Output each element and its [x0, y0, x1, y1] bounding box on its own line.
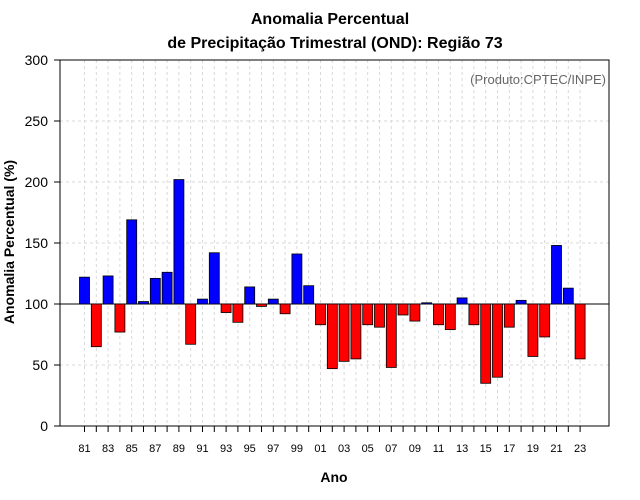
bar-10	[421, 302, 433, 305]
x-tick-label: 81	[78, 443, 90, 455]
x-tick-label: 05	[362, 443, 374, 455]
x-tick-label: 97	[267, 443, 279, 455]
x-axis-title: Ano	[320, 469, 347, 485]
bar-07	[385, 303, 397, 368]
bar-19	[527, 303, 539, 357]
bar-90	[185, 303, 197, 345]
x-tick-label: 95	[244, 443, 256, 455]
bar-91	[197, 298, 208, 305]
bar-99	[291, 253, 303, 305]
bar-05	[362, 303, 374, 326]
bar-09	[409, 303, 421, 322]
x-tick-label: 23	[574, 443, 586, 455]
bar-92	[208, 252, 220, 305]
x-tick-label: 09	[409, 443, 421, 455]
x-tick-label: 03	[338, 443, 350, 455]
grid	[60, 59, 609, 427]
x-tick-label: 07	[385, 443, 397, 455]
y-tick-label: 200	[25, 174, 49, 190]
x-axis: 81 83 85 87 89 91 93 95 97 99 01 03 05 07 09 11 13 15 17 19…	[78, 426, 586, 455]
x-tick-label: 85	[126, 443, 138, 455]
y-tick-label: 100	[25, 296, 49, 312]
bar-82	[90, 303, 102, 348]
x-tick-label: 15	[480, 443, 492, 455]
bar-06	[374, 303, 385, 328]
bar-86	[138, 301, 149, 305]
x-tick-label: 17	[503, 443, 515, 455]
bar-16	[492, 303, 503, 378]
y-tick-label: 50	[32, 357, 48, 373]
x-tick-label: 11	[433, 443, 444, 455]
bar-17	[503, 303, 515, 328]
x-tick-label: 21	[550, 443, 562, 455]
x-tick-label: 19	[527, 443, 539, 455]
bar-12	[444, 303, 456, 331]
bar-21	[551, 245, 562, 305]
bar-03	[338, 303, 350, 362]
bar-04	[350, 303, 362, 360]
x-tick-label: 99	[291, 443, 303, 455]
x-tick-label: 91	[196, 443, 208, 455]
y-tick-label: 250	[25, 113, 49, 129]
chart-title-line1: Anomalia Percentual	[251, 11, 409, 28]
x-tick-label: 83	[102, 443, 114, 455]
bar-85	[126, 219, 138, 305]
bar-83	[102, 275, 114, 305]
bar-93	[220, 303, 232, 313]
bar-13	[456, 297, 468, 305]
bars	[79, 179, 586, 384]
bar-94	[232, 303, 244, 323]
chart-title-line2: de Precipitação Trimestral (OND): Região…	[167, 35, 502, 52]
bar-87	[149, 277, 161, 305]
bar-95	[244, 286, 256, 305]
bar-14	[468, 303, 480, 326]
bar-97	[267, 298, 279, 305]
bar-02	[326, 303, 338, 370]
y-axis-title: Anomalia Percentual (%)	[1, 160, 17, 324]
bar-00	[303, 285, 315, 305]
x-tick-label: 87	[149, 443, 161, 455]
bar-18	[515, 299, 527, 305]
x-tick-label: 01	[314, 443, 326, 455]
bar-15	[480, 303, 492, 384]
y-tick-label: 150	[25, 235, 49, 251]
plot-frame	[59, 59, 610, 427]
credit-label: (Produto:CPTEC/INPE)	[470, 72, 606, 87]
x-tick-label: 89	[173, 443, 185, 455]
bar-08	[397, 303, 409, 316]
bar-88	[161, 271, 173, 305]
bar-20	[539, 303, 551, 338]
bar-98	[279, 303, 291, 315]
x-tick-label: 13	[456, 443, 468, 455]
y-axis: 0 50 100 150 200 250 300	[25, 52, 60, 434]
x-tick-label: 93	[220, 443, 232, 455]
bar-22	[562, 287, 574, 305]
bar-96	[256, 303, 267, 307]
y-tick-label: 300	[25, 52, 49, 68]
bar-89	[173, 179, 185, 305]
bar-11	[433, 303, 444, 326]
bar-23	[574, 303, 586, 360]
bar-84	[114, 303, 126, 333]
y-tick-label: 0	[40, 418, 48, 434]
bar-81	[79, 276, 90, 305]
bar-01	[315, 303, 326, 326]
